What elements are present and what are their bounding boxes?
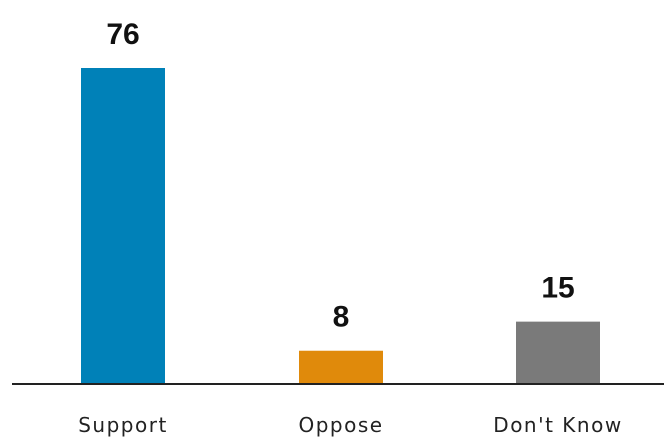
bars-group (81, 68, 600, 384)
value-labels-group: 76 8 15 (106, 18, 574, 334)
category-labels-group: Support Oppose Don't Know (78, 413, 622, 437)
bar-support (81, 68, 165, 384)
category-label-don-t-know: Don't Know (493, 413, 622, 437)
category-label-support: Support (78, 413, 168, 437)
value-label-support: 76 (106, 18, 139, 51)
value-label-don-t-know: 15 (541, 272, 574, 305)
bar-don-t-know (516, 321, 600, 384)
value-label-oppose: 8 (333, 301, 350, 334)
bar-oppose (299, 350, 383, 384)
category-label-oppose: Oppose (298, 413, 383, 437)
